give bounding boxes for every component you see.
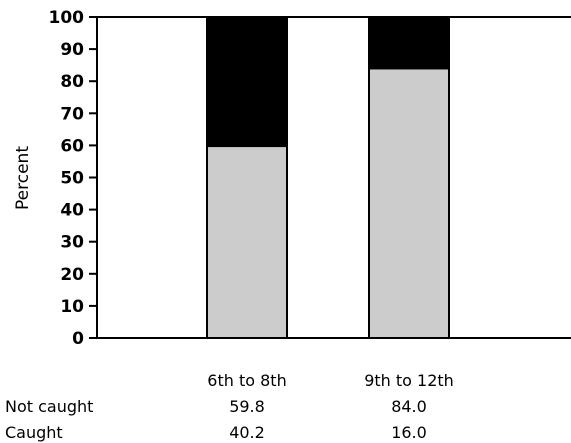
y-tick-label: 70 <box>60 104 84 124</box>
y-tick-label: 50 <box>60 169 84 189</box>
bar-segment <box>368 67 450 340</box>
table-row-label: Caught <box>5 423 63 442</box>
data-table: 6th to 8th 9th to 12th Not caught 59.8 84.0 C… <box>5 371 454 442</box>
y-tick-label: 10 <box>60 297 84 317</box>
table-cell-value: 84.0 <box>391 397 427 416</box>
table-cell-value: 59.8 <box>229 397 265 416</box>
y-tick-label: 80 <box>60 72 84 92</box>
y-axis: 0 10 20 30 40 50 60 70 80 90 100 <box>49 8 97 349</box>
y-tick-label: 0 <box>72 329 84 349</box>
y-tick-label: 60 <box>60 136 84 156</box>
bars <box>206 16 450 340</box>
table-cell-value: 16.0 <box>391 423 427 442</box>
category-label: 6th to 8th <box>207 371 286 390</box>
y-tick-label: 40 <box>60 201 84 221</box>
bar-segment <box>206 16 288 148</box>
y-tick-label: 100 <box>49 8 85 28</box>
y-axis-title: Percent <box>13 146 33 210</box>
bar-segment <box>206 145 288 339</box>
y-tick-label: 90 <box>60 40 84 60</box>
y-tick-label: 20 <box>60 265 84 285</box>
plot-frame <box>96 16 571 339</box>
table-row-label: Not caught <box>5 397 93 416</box>
category-label: 9th to 12th <box>364 371 454 390</box>
bar-segment <box>368 16 450 70</box>
table-cell-value: 40.2 <box>229 423 265 442</box>
y-tick-label: 30 <box>60 233 84 253</box>
